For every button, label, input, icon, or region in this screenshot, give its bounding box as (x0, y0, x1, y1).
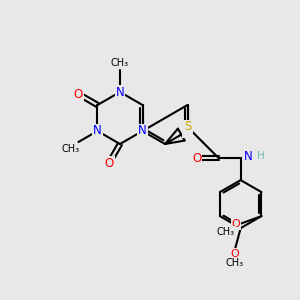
Text: O: O (74, 88, 83, 100)
Text: CH₃: CH₃ (111, 58, 129, 68)
Text: CH₃: CH₃ (61, 144, 80, 154)
Text: H: H (257, 151, 264, 161)
Text: O: O (104, 157, 114, 169)
Text: N: N (138, 124, 147, 137)
Text: N: N (244, 150, 253, 163)
Text: CH₃: CH₃ (226, 258, 244, 268)
Text: N: N (116, 85, 124, 98)
Text: N: N (93, 124, 102, 137)
Text: O: O (231, 249, 239, 260)
Text: CH₃: CH₃ (217, 226, 235, 237)
Text: O: O (192, 152, 201, 165)
Text: S: S (184, 121, 191, 134)
Text: N: N (183, 124, 192, 137)
Text: O: O (231, 219, 240, 229)
